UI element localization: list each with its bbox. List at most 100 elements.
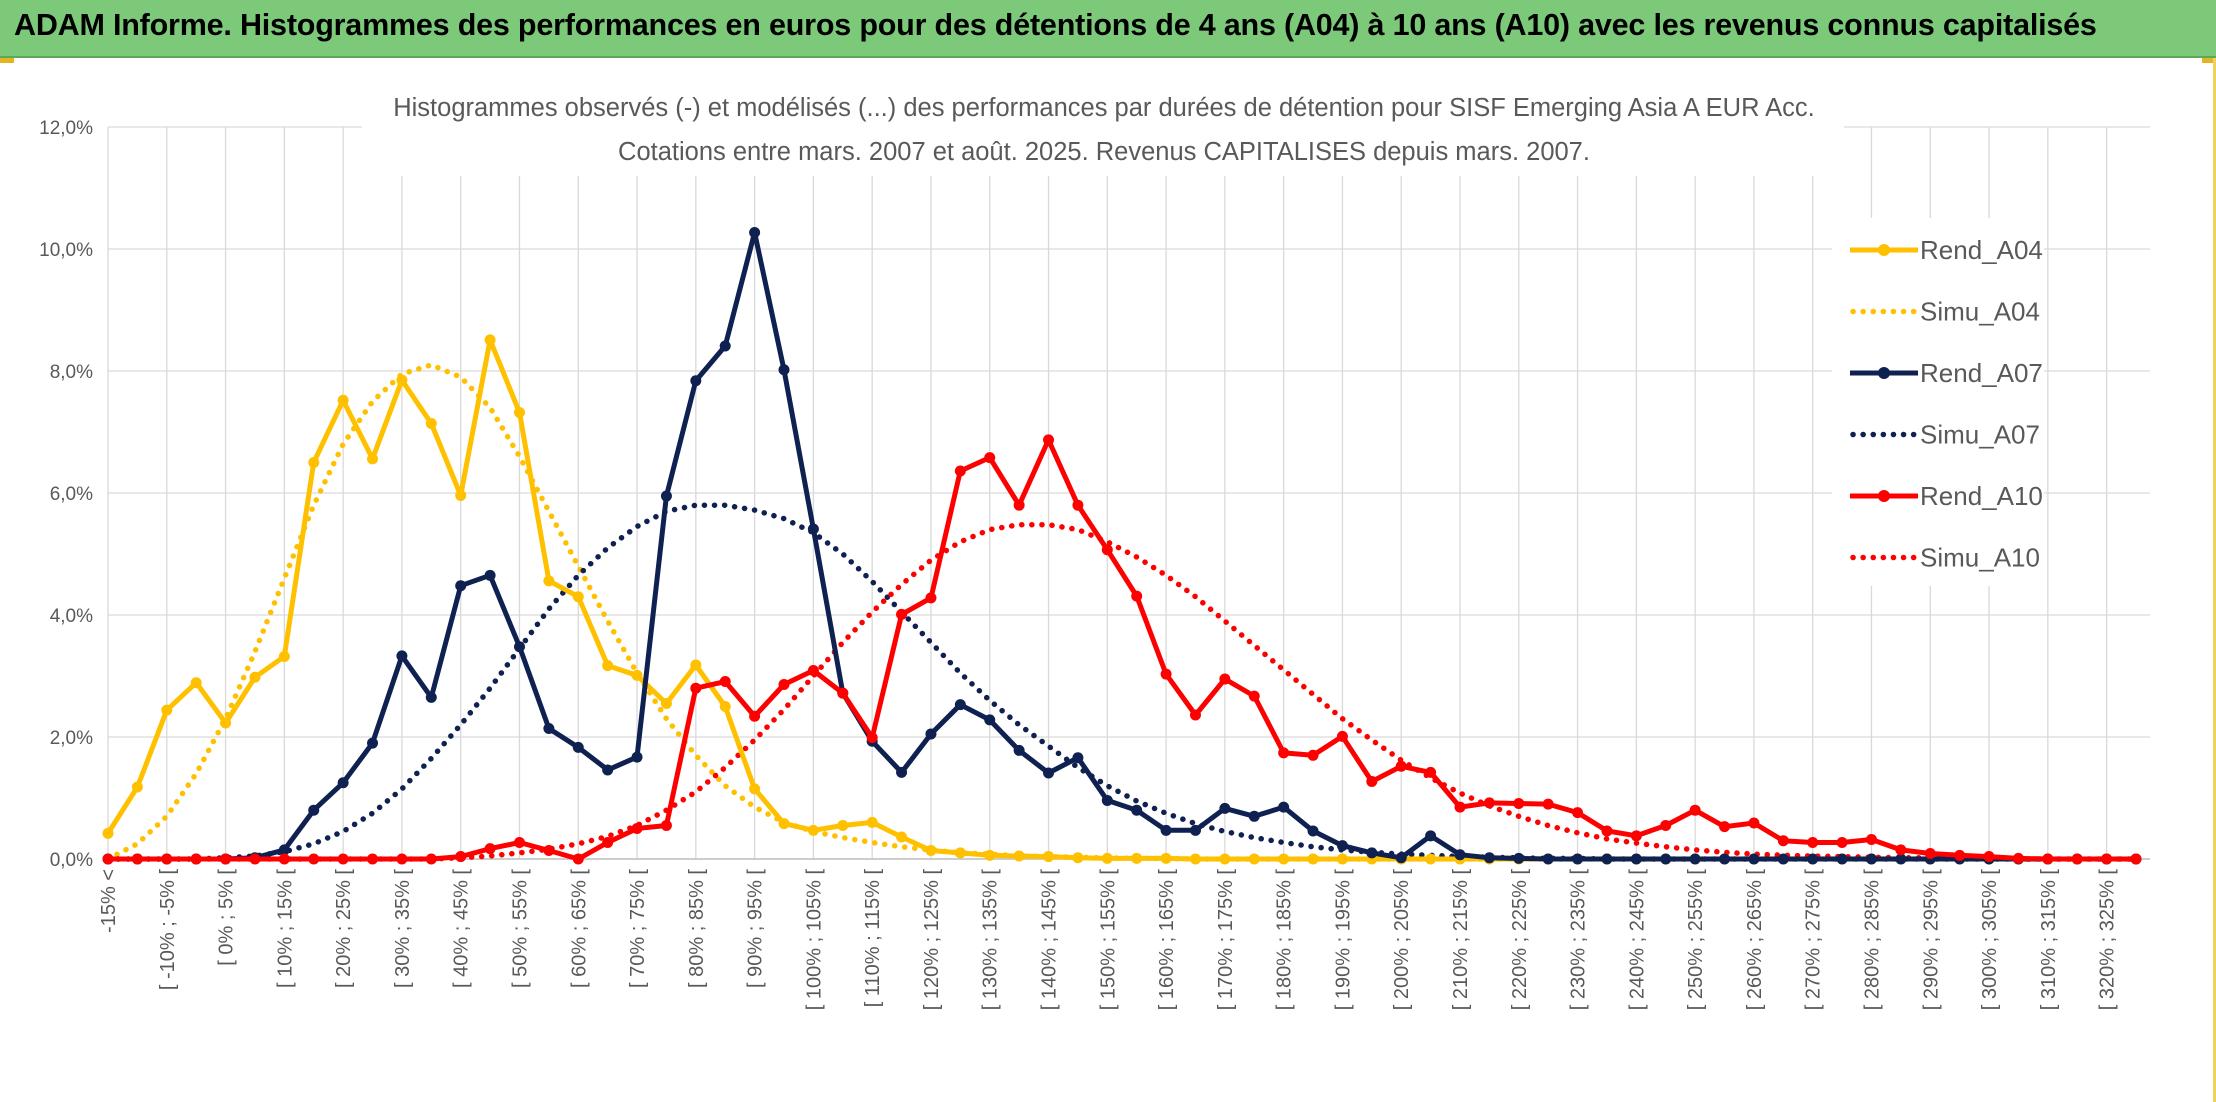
data-point [602,837,614,849]
data-point [1131,590,1143,602]
x-tick-label: [ 320% ; 325% [ [2097,869,2119,1011]
x-tick-label: [ 100% ; 105% [ [803,869,825,1011]
data-point [660,697,672,709]
y-tick-label: 2,0% [50,728,93,749]
data-point [896,831,908,843]
legend-label: Simu_A04 [1920,297,2040,327]
x-tick-label: [ 270% ; 275% [ [1803,869,1825,1011]
x-tick-label: [ 20% ; 25% [ [333,869,355,988]
data-point [954,847,966,859]
data-point [1454,849,1466,861]
data-point [367,453,379,465]
data-point [660,490,672,502]
data-point [1601,825,1613,837]
y-tick-label: 12,0% [39,118,93,139]
data-point [1219,802,1231,814]
x-tick-label: [ 280% ; 285% [ [1861,869,1883,1011]
data-point [308,457,320,468]
x-tick-label: [ 260% ; 265% [ [1744,869,1766,1011]
data-point [1689,853,1701,865]
data-point [1101,852,1113,864]
legend-label: Simu_A10 [1920,543,2040,573]
x-axis-labels: -15% < [ -10% ; -5% [[ 0% ; 5% [[ 10% ; 1… [98,869,2119,1011]
x-tick-label: [ -10% ; -5% [ [157,869,179,991]
data-point [925,844,937,856]
data-point [1983,851,1995,863]
data-point [572,591,584,603]
corner-mark-left [0,58,14,63]
data-point [396,853,408,865]
x-tick-label: [ 10% ; 15% [ [274,869,296,988]
data-point [690,375,702,387]
data-point [131,853,143,865]
data-point [190,677,202,689]
x-tick-label: [ 90% ; 95% [ [745,869,767,988]
data-point [984,849,996,861]
data-point [2042,853,2054,865]
data-point [249,853,261,865]
x-tick-label: [ 230% ; 235% [ [1568,869,1590,1011]
data-point [1572,807,1584,819]
x-tick-label: [ 220% ; 225% [ [1509,869,1531,1011]
data-point [1160,824,1172,836]
data-point [572,853,584,865]
data-point [2071,853,2083,865]
data-point [1660,853,1672,865]
data-point [1954,849,1966,861]
data-point [543,575,555,587]
data-point [1660,819,1672,831]
data-point [1043,851,1055,863]
data-point [1425,766,1437,778]
y-tick-label: 0,0% [50,850,93,871]
data-point [1454,801,1466,813]
data-point [749,710,761,722]
x-tick-label: [ 110% ; 115% [ [862,869,884,1008]
data-point [1836,853,1848,865]
data-point [1513,852,1525,864]
data-point [220,717,232,729]
data-point [2012,852,2024,864]
data-point [2130,853,2142,865]
legend-item: Simu_A04 [1850,297,2040,327]
data-point [396,374,408,386]
data-point [719,340,731,352]
data-point [1395,852,1407,864]
data-point [807,523,819,535]
x-tick-label: [ 290% ; 295% [ [1920,869,1942,1011]
data-point [807,824,819,836]
data-point [1336,730,1348,742]
legend-label: Rend_A04 [1920,235,2043,265]
data-point [484,569,496,581]
x-tick-label: [ 30% ; 35% [ [392,869,414,988]
x-tick-label: [ 130% ; 135% [ [980,869,1002,1011]
x-tick-label: [ 190% ; 195% [ [1332,869,1354,1011]
data-point [631,823,643,834]
series-line [108,230,2136,862]
data-point [1895,844,1907,856]
data-point [455,851,467,863]
data-point [1366,776,1378,788]
data-point [690,682,702,694]
series-line-dotted [105,362,2139,862]
data-point [1425,853,1437,865]
data-point [102,853,114,865]
legend-label: Rend_A10 [1920,481,2043,511]
legend-label: Simu_A07 [1920,420,2040,450]
data-point [1248,690,1260,702]
data-point [337,853,349,865]
chart-title-line: Cotations entre mars. 2007 et août. 2025… [618,138,1590,166]
legend-item: Rend_A07 [1850,358,2043,388]
x-tick-label: [ 50% ; 55% [ [509,869,531,988]
x-tick-label: [ 40% ; 45% [ [451,869,473,988]
data-point [1542,798,1554,810]
data-point [1777,835,1789,847]
data-point [1013,744,1025,756]
data-point [1189,853,1201,865]
legend: Rend_A04 Simu_A04 Rend_A07 Simu_A07 Rend_A10… [1832,218,2044,586]
data-point [1248,810,1260,822]
data-point [337,777,349,789]
report-banner: ADAM Informe. Histogrammes des performan… [0,0,2216,58]
data-point [1719,853,1731,865]
chart-title-background [362,84,1844,176]
data-point [690,659,702,671]
